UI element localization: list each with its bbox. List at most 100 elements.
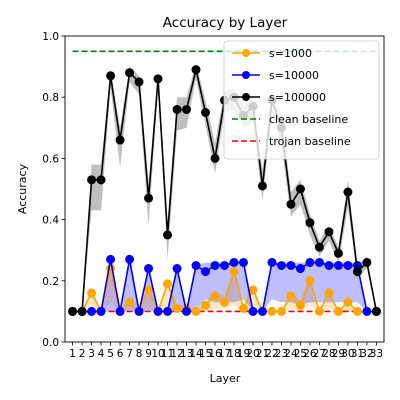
data-point	[134, 77, 144, 87]
y-tick-label: 0.0	[42, 337, 59, 349]
data-point	[191, 306, 201, 316]
data-point	[305, 218, 315, 228]
data-point	[87, 175, 97, 185]
x-tick-label: 4	[98, 348, 105, 360]
data-point	[163, 306, 173, 316]
x-tick-label: 33	[370, 348, 383, 360]
x-tick-label: 27	[313, 348, 326, 360]
legend-swatch-marker	[242, 49, 250, 57]
plot-area	[68, 50, 381, 316]
data-point	[68, 306, 78, 316]
y-tick-label: 0.4	[42, 215, 59, 227]
data-point	[248, 306, 258, 316]
data-point	[220, 261, 229, 270]
y-tick-label: 0.6	[42, 153, 59, 165]
y-axis-label: Accuracy	[16, 163, 29, 214]
data-point	[333, 306, 343, 316]
data-point	[191, 65, 201, 75]
x-tick-label: 32	[360, 348, 373, 360]
data-point	[343, 187, 353, 197]
x-tick-label: 23	[275, 348, 288, 360]
data-point	[229, 257, 239, 267]
data-point	[172, 303, 182, 313]
data-point	[267, 257, 277, 267]
y-axis-ticks: 0.0 0.2 0.4 0.6 0.8 1.0	[42, 31, 65, 349]
legend-label: s=100000	[269, 91, 326, 104]
x-tick-label: 20	[246, 348, 259, 360]
data-point	[257, 306, 267, 316]
data-point	[106, 71, 116, 81]
data-point	[144, 193, 154, 203]
x-tick-label: 18	[227, 348, 240, 360]
data-point	[182, 104, 192, 114]
data-point	[182, 306, 192, 316]
data-point	[96, 306, 106, 316]
data-point	[305, 276, 315, 286]
legend-swatch-marker	[242, 71, 250, 79]
x-tick-label: 28	[322, 348, 335, 360]
x-tick-label: 2	[79, 348, 86, 360]
data-point	[257, 181, 267, 191]
data-point	[286, 291, 296, 301]
data-point	[324, 288, 334, 298]
data-point	[352, 306, 362, 316]
data-point	[286, 199, 296, 209]
data-point	[172, 264, 182, 274]
legend-label: s=10000	[269, 69, 319, 82]
x-axis-ticks: 1 2 3 4 5 6 7 8 9 1011121314151617181920212223242…	[69, 342, 383, 360]
x-tick-label: 25	[294, 348, 307, 360]
x-tick-label: 29	[332, 348, 345, 360]
data-point	[314, 242, 324, 252]
data-point	[276, 261, 286, 270]
data-point	[144, 264, 154, 274]
data-point	[295, 300, 305, 310]
legend-label: trojan baseline	[269, 135, 351, 148]
data-point	[96, 175, 106, 185]
data-point	[238, 303, 248, 313]
data-point	[229, 267, 239, 277]
x-tick-label: 19	[237, 348, 250, 360]
data-point	[210, 153, 220, 163]
data-point	[153, 74, 163, 84]
series-band-1	[72, 262, 377, 312]
data-point	[333, 248, 343, 258]
x-tick-label: 9	[145, 348, 152, 360]
data-point	[343, 261, 353, 270]
x-tick-label: 26	[303, 348, 317, 360]
x-axis-label: Layer	[210, 372, 241, 385]
x-tick-label: 31	[351, 348, 364, 360]
data-point	[362, 257, 372, 267]
data-point	[87, 288, 97, 298]
chart-title: Accuracy by Layer	[163, 15, 288, 31]
data-point	[115, 306, 125, 316]
x-tick-label: 24	[284, 348, 298, 360]
data-point	[201, 267, 211, 277]
x-tick-label: 14	[189, 348, 203, 360]
legend-label: s=1000	[269, 47, 312, 60]
data-point	[324, 227, 334, 237]
x-tick-label: 12	[170, 348, 183, 360]
data-point	[125, 254, 135, 264]
data-point	[295, 184, 305, 194]
x-tick-label: 17	[218, 348, 231, 360]
data-point	[362, 306, 372, 316]
data-point	[201, 108, 211, 117]
x-tick-label: 10	[151, 348, 164, 360]
data-point	[153, 306, 163, 316]
x-tick-label: 13	[180, 348, 193, 360]
data-point	[106, 254, 116, 264]
x-tick-label: 15	[199, 348, 212, 360]
data-point	[314, 257, 324, 267]
legend-swatch-marker	[242, 93, 250, 101]
data-point	[238, 257, 248, 267]
legend-label: clean baseline	[269, 113, 348, 126]
x-tick-label: 7	[126, 348, 133, 360]
y-tick-label: 0.2	[42, 276, 59, 288]
data-point	[343, 297, 353, 307]
x-tick-label: 3	[88, 348, 95, 360]
x-tick-label: 11	[161, 348, 174, 360]
data-point	[276, 306, 286, 316]
data-point	[295, 264, 305, 274]
data-point	[286, 261, 296, 270]
data-point	[267, 306, 277, 316]
